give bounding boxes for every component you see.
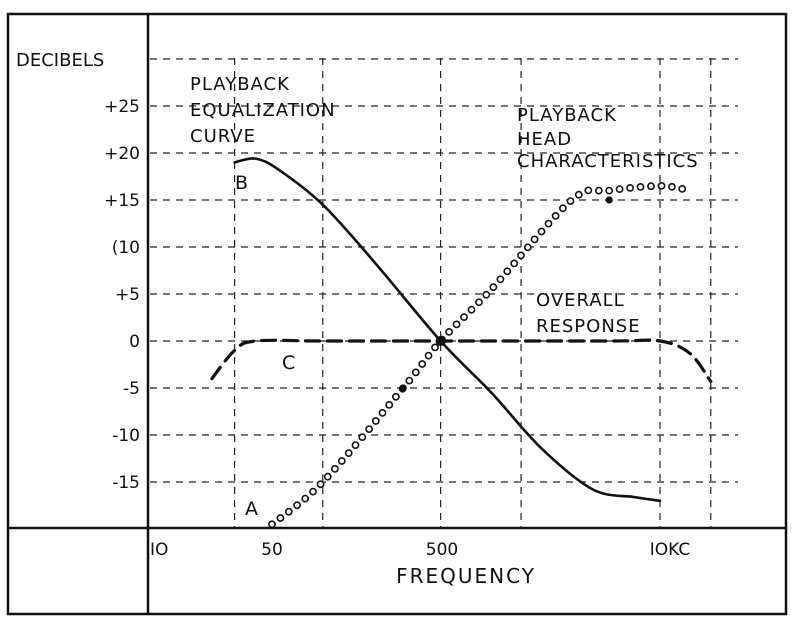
series-point <box>411 368 420 377</box>
series-point <box>657 181 666 190</box>
series-point <box>309 487 317 496</box>
series-layer <box>210 157 713 529</box>
series-point <box>584 186 593 195</box>
series-point <box>544 219 553 228</box>
series-point <box>424 351 433 360</box>
series-point <box>594 186 603 195</box>
series-point <box>371 417 380 425</box>
annotation-head: PLAYBACK HEAD CHARACTERISTICS <box>517 105 699 172</box>
series-point <box>626 183 634 192</box>
series-point <box>301 494 310 503</box>
annotation-line: EQUALIZATION <box>190 100 336 121</box>
series-point <box>378 408 387 417</box>
annotation-line: PLAYBACK <box>517 105 617 126</box>
series-marker-b: B <box>235 172 248 194</box>
annotation-line: OVERALL <box>536 290 625 311</box>
series-point <box>496 275 505 284</box>
x-axis-title: FREQUENCY <box>396 564 536 588</box>
series-point <box>358 433 367 441</box>
series-point <box>566 197 575 205</box>
series-point <box>268 520 276 529</box>
y-tick-label: +20 <box>104 144 140 164</box>
annotation-line: PLAYBACK <box>190 74 290 95</box>
annotation-line: RESPONSE <box>536 316 641 337</box>
series-point <box>559 204 567 213</box>
series-point <box>517 251 525 260</box>
chart-frame <box>6 12 788 616</box>
y-tick-label: -5 <box>123 379 140 399</box>
series-point <box>605 186 614 195</box>
x-tick-labels: IO 50 500 IOKC <box>150 540 690 560</box>
series-point <box>530 235 539 244</box>
series-point <box>668 182 676 191</box>
x-tick-label: 500 <box>426 540 458 560</box>
crossover-point <box>435 336 446 346</box>
y-tick-label: -10 <box>112 426 140 446</box>
series-point <box>615 185 624 193</box>
annotation-equalization: PLAYBACK EQUALIZATION CURVE <box>190 74 336 147</box>
x-tick-label: 50 <box>261 540 283 560</box>
series-point <box>503 267 512 276</box>
series-point <box>678 184 687 193</box>
series-point <box>323 472 332 481</box>
series-point <box>647 182 655 191</box>
series-guide-path <box>272 186 690 524</box>
series-point <box>523 243 532 252</box>
series-point <box>574 190 583 199</box>
series-point <box>284 507 293 516</box>
series-point <box>482 290 491 299</box>
series-point <box>636 182 645 191</box>
y-tick-label: +15 <box>104 191 140 211</box>
series-marker-a: A <box>245 498 258 520</box>
series-point <box>467 305 476 314</box>
annotation-line: CURVE <box>190 126 256 147</box>
annotation-line: HEAD <box>517 129 572 150</box>
y-tick-label: 0 <box>129 332 140 352</box>
series-point <box>475 298 483 307</box>
series-point-filled <box>605 196 613 204</box>
series-point <box>330 464 339 473</box>
annotation-overall: OVERALL RESPONSE <box>536 290 641 337</box>
outer-border <box>6 12 788 616</box>
series-point <box>391 392 400 401</box>
series-point <box>489 283 498 291</box>
y-axis-title: DECIBELS <box>16 50 104 71</box>
annotation-line: CHARACTERISTICS <box>517 151 699 172</box>
series-point <box>460 313 468 321</box>
y-tick-label: +5 <box>115 285 140 305</box>
series-point <box>445 327 453 336</box>
x-tick-label: IO <box>150 540 168 560</box>
series-point <box>431 343 439 352</box>
series-point <box>510 259 519 268</box>
series-point <box>537 227 546 236</box>
series-point <box>337 457 346 465</box>
series-point <box>452 320 461 329</box>
series-point <box>551 211 560 220</box>
x-tick-label: IOKC <box>650 540 690 560</box>
y-tick-label: -15 <box>112 473 140 493</box>
series-point <box>351 441 360 449</box>
series-point-filled <box>399 384 407 392</box>
series-point <box>344 449 353 457</box>
series-point <box>385 400 394 409</box>
series-point <box>405 376 414 385</box>
series-point <box>316 480 325 489</box>
series-point <box>293 501 301 510</box>
series-point <box>418 360 427 368</box>
series-point <box>276 514 285 522</box>
series-point <box>365 425 373 433</box>
y-tick-labels: +25 +20 +15 (10 +5 0 -5 -10 -15 <box>104 97 140 493</box>
y-tick-label: (10 <box>112 238 140 258</box>
series-marker-c: C <box>282 352 295 374</box>
y-tick-label: +25 <box>104 97 140 117</box>
